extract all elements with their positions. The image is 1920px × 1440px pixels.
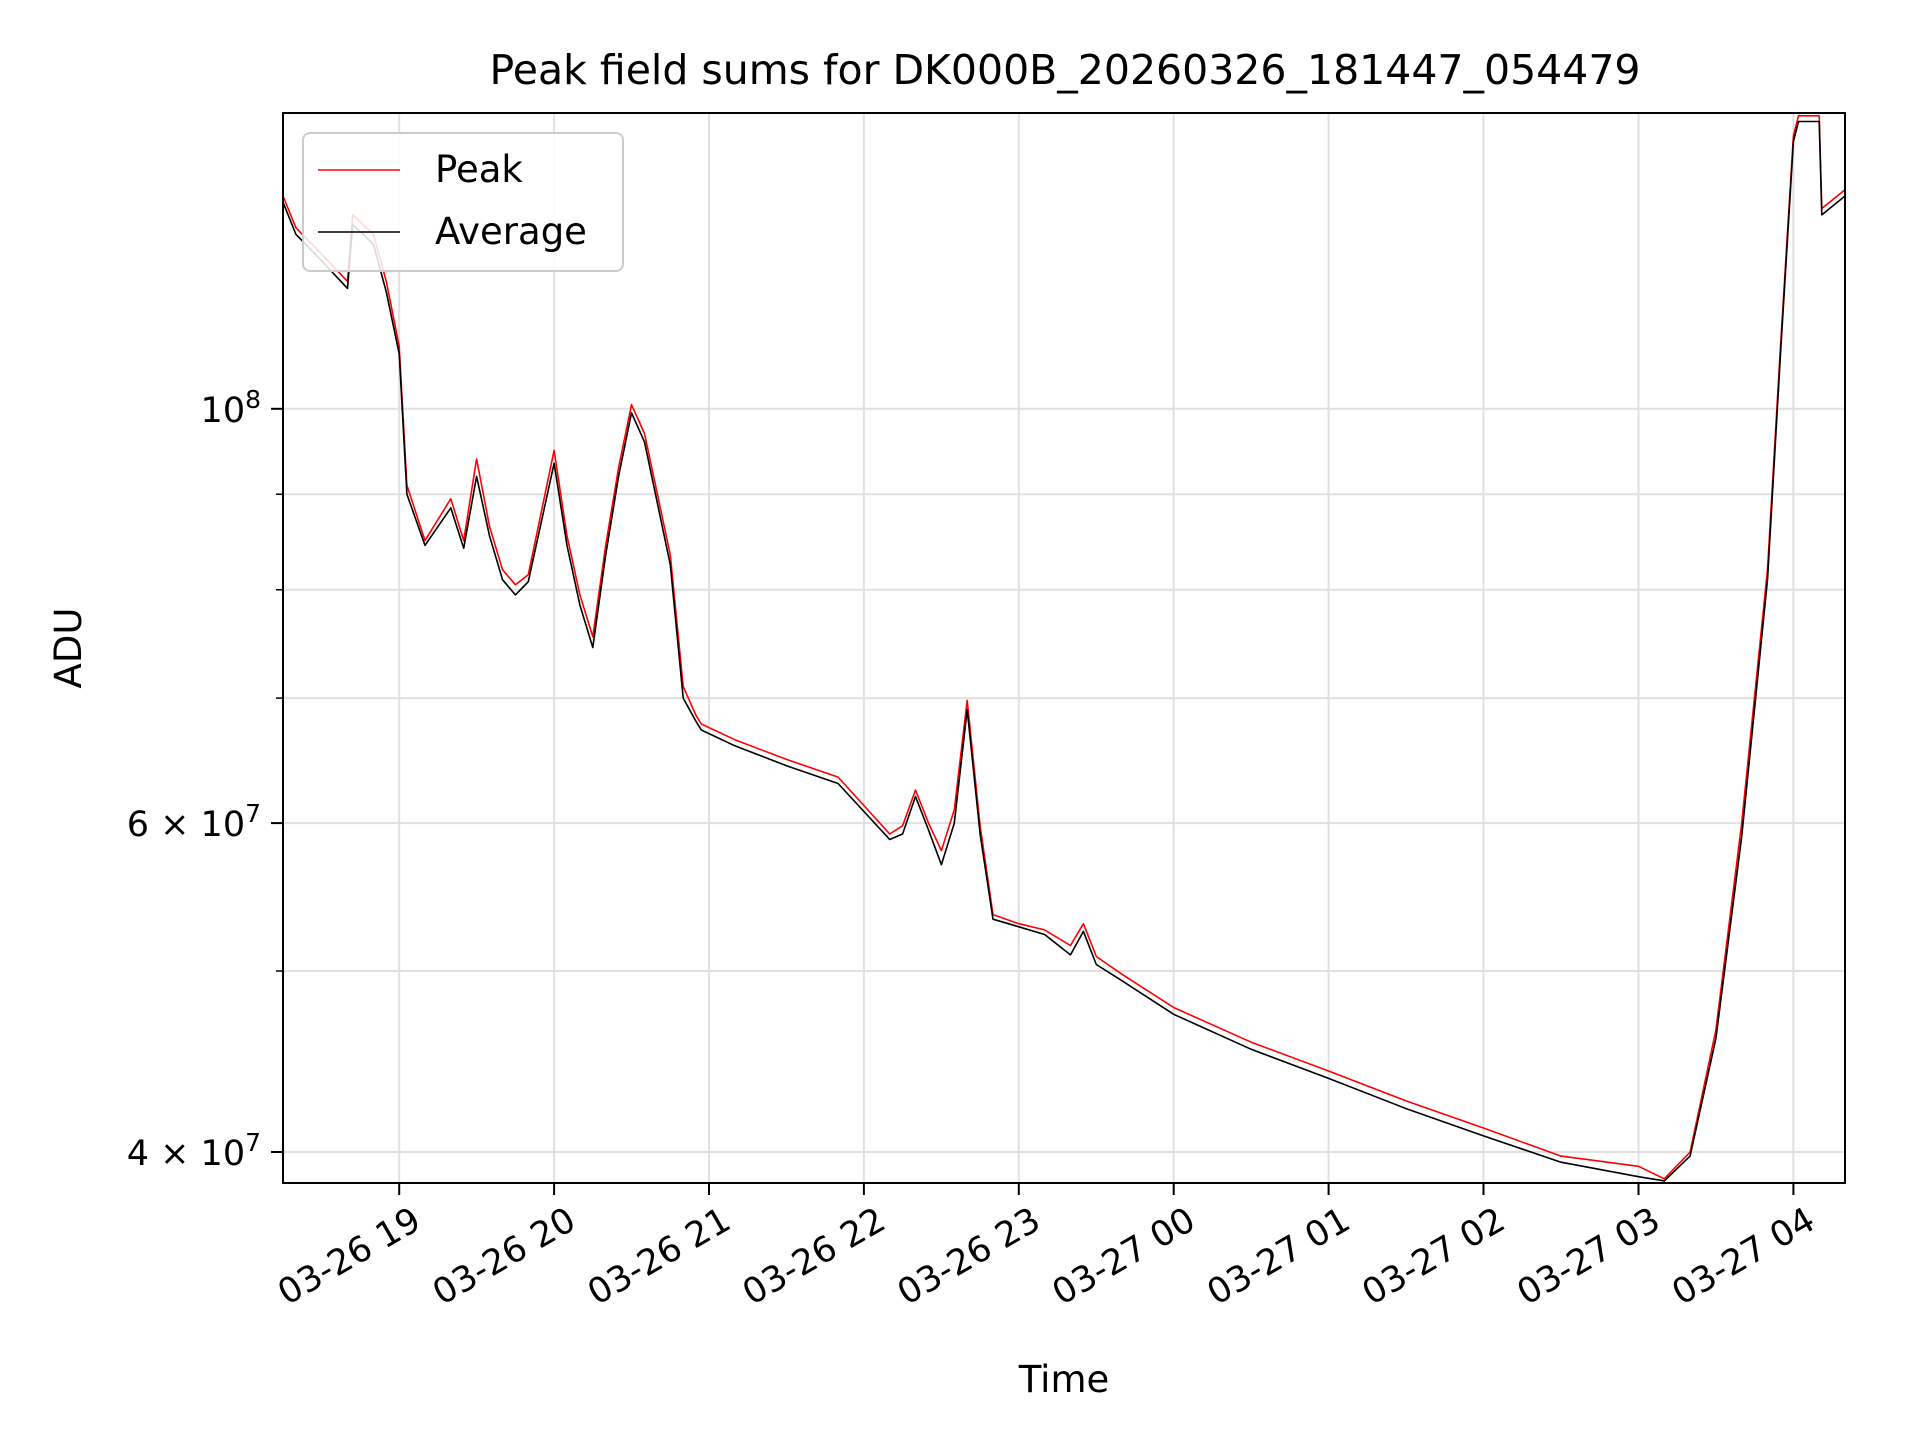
x-axis-label: Time xyxy=(1018,1358,1110,1401)
y-tick-label-base: 10 xyxy=(201,391,246,431)
grid xyxy=(283,113,1845,1183)
series-layer xyxy=(282,115,1846,1182)
series-line-peak xyxy=(282,115,1846,1180)
chart-title: Peak field sums for DK000B_20260326_1814… xyxy=(489,46,1640,94)
y-tick-label-exponent: 7 xyxy=(245,799,261,828)
legend-label-average: Average xyxy=(435,210,587,253)
y-tick-label: 4 × 107 xyxy=(127,1128,261,1174)
series-line-average xyxy=(282,120,1846,1182)
y-tick-label: 108 xyxy=(201,385,261,431)
y-tick-label: 6 × 107 xyxy=(127,799,261,845)
legend-box xyxy=(302,132,624,272)
y-tick-label-exponent: 7 xyxy=(245,1128,261,1157)
y-axis-label: ADU xyxy=(47,608,90,689)
y-tick-label-base: 6 × 10 xyxy=(127,805,245,845)
legend-label-peak: Peak xyxy=(435,148,523,191)
y-tick-label-base: 4 × 10 xyxy=(127,1134,245,1174)
y-tick-label-exponent: 8 xyxy=(245,385,261,414)
plot-frame xyxy=(282,112,1846,1184)
legend: Peak Average xyxy=(302,132,624,272)
